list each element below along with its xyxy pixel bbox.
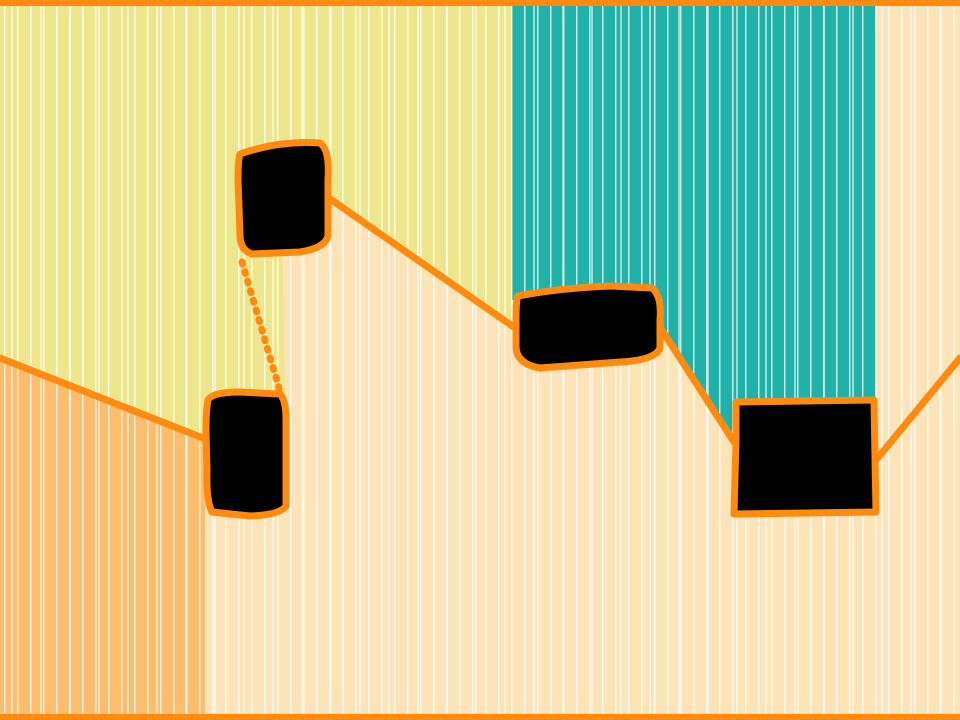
link-a-to-b-dotted	[238, 258, 286, 402]
hatching-overlay-secondary	[0, 6, 960, 714]
node-b[interactable]	[234, 138, 332, 258]
node-c[interactable]	[512, 282, 664, 372]
link-c-to-d	[654, 320, 738, 446]
node-d[interactable]	[730, 396, 880, 518]
link-d-to-right-edge	[872, 354, 960, 464]
frame-border-bottom	[0, 714, 960, 720]
link-left-edge-to-a	[0, 354, 212, 444]
node-a[interactable]	[202, 388, 290, 520]
frame-border-top	[0, 0, 960, 6]
link-b-to-c	[322, 192, 522, 334]
